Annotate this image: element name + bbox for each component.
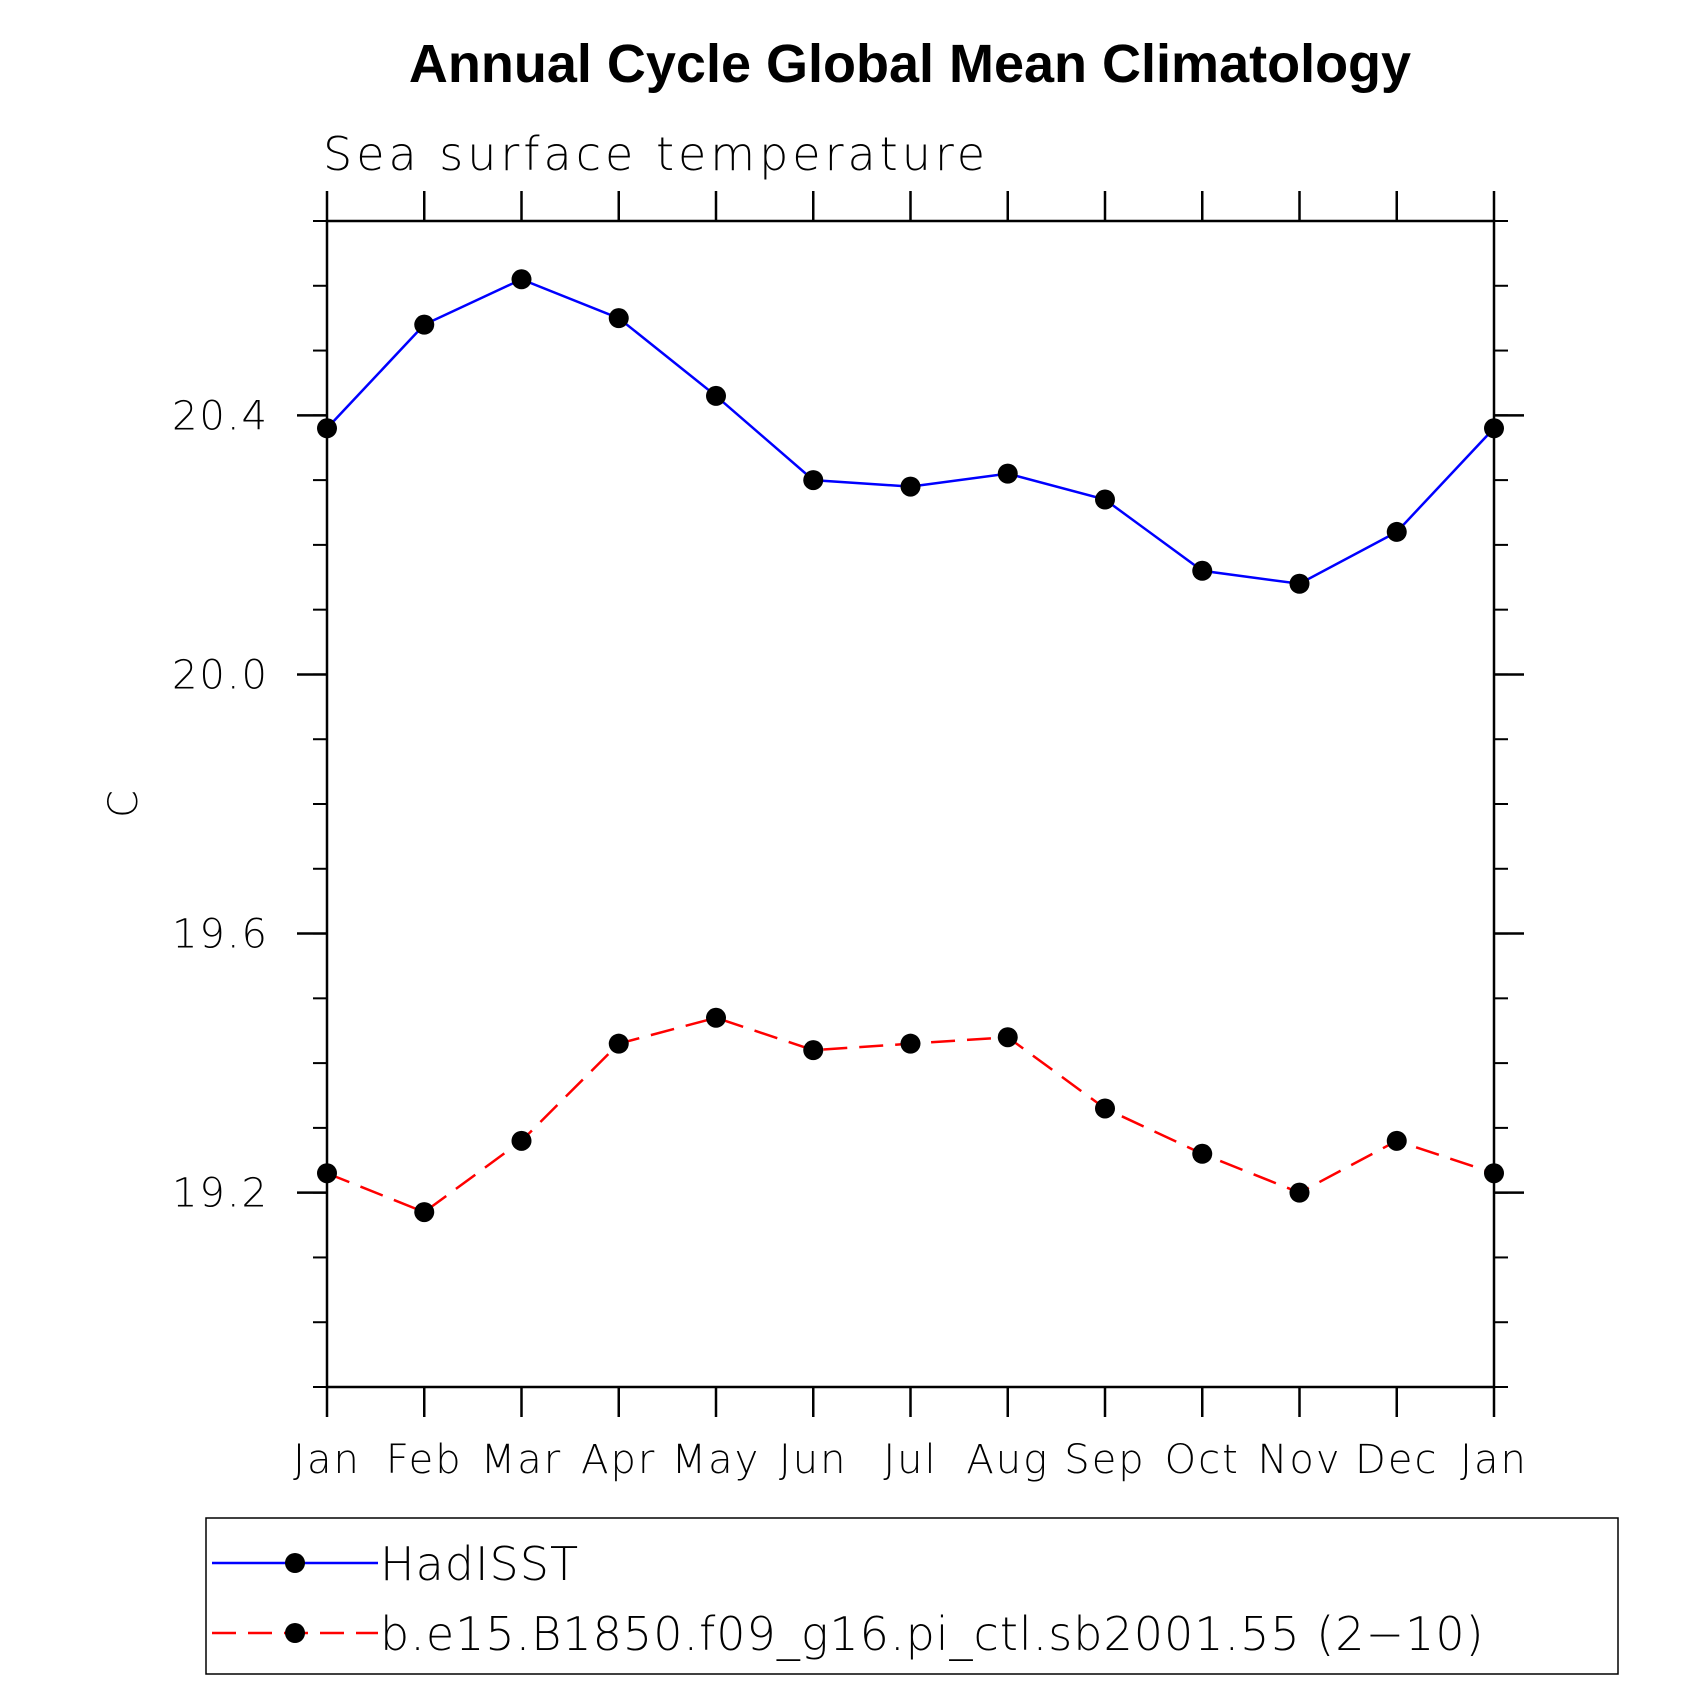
data-point [1095, 1098, 1115, 1119]
series-layer [317, 269, 1504, 1223]
axis-tick-labels: Jan Feb Mar Apr May Jun Jul Aug Sep Oct Nov Dec Jan 1… [172, 393, 1528, 1483]
series-2 [317, 1007, 1504, 1223]
data-point [608, 308, 629, 329]
x-tick-label: Apr [581, 1437, 656, 1483]
series-1 [317, 269, 1504, 594]
legend: HadISST b.e15.B1850.f09_g16.pi_ctl.sb2001… [205, 1517, 1619, 1675]
x-tick-label: Oct [1165, 1437, 1240, 1483]
data-point [1386, 521, 1407, 542]
legend-item-2: b.e15.B1850.f09_g16.pi_ctl.sb2001.55 (2−… [212, 1607, 1485, 1661]
y-tick-label: 20.0 [172, 652, 269, 698]
data-point [1095, 489, 1115, 510]
data-point [706, 1007, 726, 1028]
x-tick-label: Mar [481, 1437, 562, 1483]
x-tick-label: Sep [1064, 1437, 1145, 1483]
data-point [1192, 560, 1213, 581]
data-point [900, 476, 921, 497]
legend-box [205, 1517, 1619, 1675]
legend-label: HadISST [380, 1537, 579, 1591]
x-tick-label: Jul [883, 1437, 937, 1483]
x-tick-label: Aug [966, 1437, 1049, 1483]
data-point [803, 1040, 824, 1061]
x-tick-label: Feb [386, 1437, 463, 1483]
legend-item-1: HadISST [212, 1537, 579, 1591]
x-tick-label: May [672, 1437, 761, 1483]
legend-marker [285, 1623, 305, 1643]
x-tick-label: Jun [779, 1437, 848, 1483]
x-tick-label: Dec [1355, 1437, 1438, 1483]
data-point [1192, 1143, 1213, 1164]
legend-marker [285, 1553, 305, 1573]
x-tick-label: Jan [293, 1437, 361, 1483]
data-point [1289, 1182, 1310, 1203]
legend-items: HadISST b.e15.B1850.f09_g16.pi_ctl.sb2001… [212, 1537, 1485, 1661]
x-tick-label: Jan [1460, 1437, 1528, 1483]
x-tick-label: Nov [1257, 1437, 1341, 1483]
data-point [706, 385, 726, 406]
data-point [803, 470, 824, 491]
data-point [1289, 573, 1310, 594]
data-point [1386, 1130, 1407, 1151]
y-tick-label: 19.6 [172, 912, 269, 958]
data-point [997, 1027, 1018, 1048]
data-point [414, 314, 435, 335]
legend-label: b.e15.B1850.f09_g16.pi_ctl.sb2001.55 (2−… [380, 1607, 1485, 1661]
data-point [900, 1033, 921, 1054]
chart-title: Annual Cycle Global Mean Climatology [409, 34, 1411, 94]
data-point [511, 269, 532, 290]
chart-subtitle: Sea surface temperature [323, 127, 989, 181]
y-axis-label: C [101, 790, 147, 818]
data-point [997, 463, 1018, 484]
y-tick-label: 20.4 [172, 393, 269, 439]
data-point [608, 1033, 629, 1054]
series-line [326, 277, 1495, 586]
y-tick-label: 19.2 [172, 1171, 269, 1217]
data-point [511, 1130, 532, 1151]
axis-ticks [297, 191, 1524, 1417]
plot-frame [325, 219, 1496, 1389]
data-point [414, 1202, 435, 1223]
